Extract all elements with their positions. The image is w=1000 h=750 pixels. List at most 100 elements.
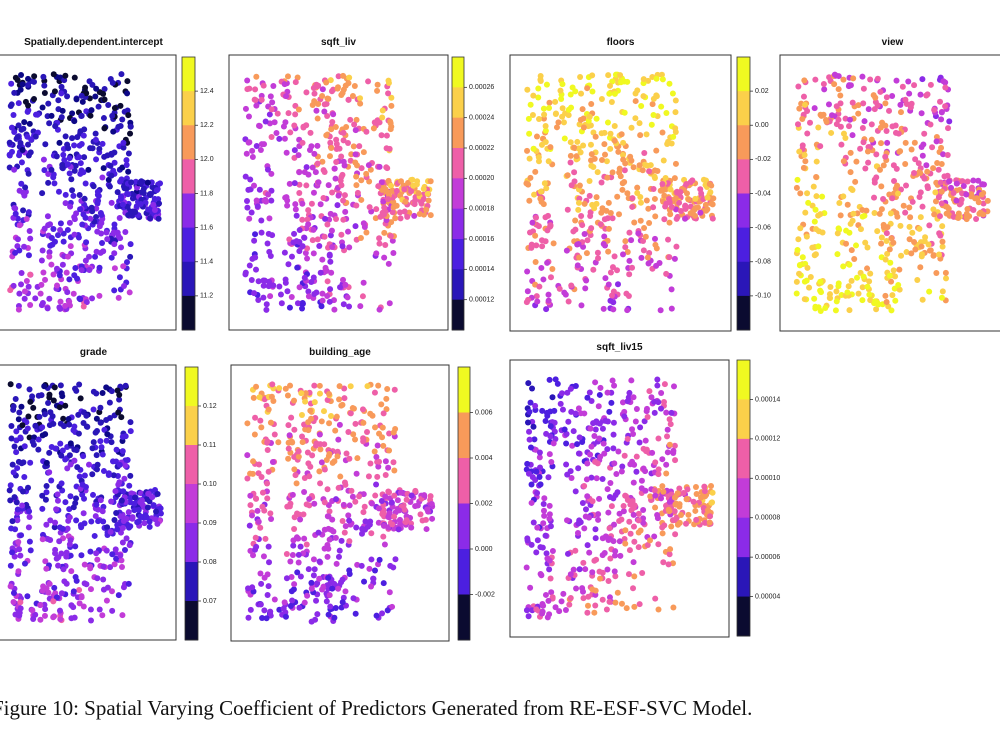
map-dot bbox=[111, 159, 118, 166]
map-dot bbox=[266, 111, 273, 118]
map-dot bbox=[326, 298, 333, 305]
map-dot bbox=[676, 199, 683, 206]
map-dot bbox=[672, 125, 679, 132]
map-dot bbox=[16, 609, 23, 616]
map-dot bbox=[528, 541, 535, 548]
map-dot bbox=[61, 157, 68, 164]
map-dot bbox=[540, 602, 547, 609]
colorbar-frame bbox=[451, 56, 465, 331]
map-dot bbox=[815, 243, 822, 250]
map-dot bbox=[123, 157, 130, 164]
map-dot bbox=[12, 210, 19, 217]
map-dot bbox=[339, 517, 346, 524]
map-dot bbox=[40, 73, 47, 80]
map-dot bbox=[620, 156, 627, 163]
map-dot bbox=[67, 243, 74, 250]
map-dot bbox=[99, 389, 106, 396]
map-dot bbox=[612, 573, 619, 580]
map-dot bbox=[39, 190, 46, 197]
map-dot bbox=[644, 413, 651, 420]
map-dot bbox=[325, 545, 332, 552]
map-dot bbox=[389, 237, 396, 244]
panel-title: floors bbox=[607, 37, 635, 48]
map-dot bbox=[617, 173, 624, 180]
map-dot bbox=[17, 434, 24, 441]
map-dot bbox=[86, 78, 93, 85]
map-dot bbox=[317, 480, 324, 487]
map-dot bbox=[386, 447, 393, 454]
map-dot bbox=[393, 187, 400, 194]
map-dot bbox=[617, 72, 624, 79]
map-dot bbox=[389, 521, 396, 528]
map-dot bbox=[93, 501, 100, 508]
map-dot bbox=[531, 436, 538, 443]
map-dot bbox=[367, 460, 374, 467]
map-dot bbox=[18, 460, 25, 467]
map-dot bbox=[46, 580, 53, 587]
map-dot bbox=[308, 618, 315, 625]
map-dot bbox=[584, 237, 591, 244]
map-dot bbox=[153, 187, 160, 194]
map-dot bbox=[890, 267, 897, 274]
map-dot bbox=[529, 474, 536, 481]
map-dot bbox=[706, 181, 713, 188]
map-dot bbox=[674, 213, 681, 220]
map-dot bbox=[972, 195, 979, 202]
map-dot bbox=[122, 433, 129, 440]
map-dot bbox=[310, 250, 317, 257]
map-dot bbox=[298, 411, 305, 418]
map-dot bbox=[840, 263, 847, 270]
map-dot bbox=[37, 290, 44, 297]
map-dot bbox=[638, 102, 645, 109]
map-dot bbox=[598, 209, 605, 216]
map-dot bbox=[385, 177, 392, 184]
map-dot bbox=[253, 143, 260, 150]
map-dot bbox=[294, 569, 301, 576]
map-dot bbox=[543, 306, 550, 313]
colorbar-band bbox=[185, 484, 198, 524]
map-dot bbox=[960, 183, 967, 190]
map-dot bbox=[275, 439, 282, 446]
map-dot bbox=[368, 530, 375, 537]
map-dot bbox=[25, 82, 32, 89]
map-dot bbox=[299, 139, 306, 146]
map-dot bbox=[305, 293, 312, 300]
map-dot bbox=[326, 251, 333, 258]
map-dot bbox=[652, 595, 659, 602]
colorbar-band bbox=[452, 87, 464, 119]
colorbar-band bbox=[452, 239, 464, 270]
map-dot bbox=[550, 240, 557, 247]
map-dot bbox=[622, 238, 629, 245]
map-dot bbox=[99, 508, 106, 515]
map-dot bbox=[338, 537, 345, 544]
map-dot bbox=[378, 179, 385, 186]
map-dot bbox=[649, 101, 656, 108]
map-dot bbox=[672, 501, 679, 508]
map-dot bbox=[391, 467, 398, 474]
map-dot bbox=[336, 145, 343, 152]
map-dot bbox=[35, 436, 42, 443]
map-dot bbox=[637, 424, 644, 431]
map-dot bbox=[379, 424, 386, 431]
colorbar-tick-label: 11.2 bbox=[200, 293, 213, 300]
map-dot bbox=[898, 252, 905, 259]
colorbar-band bbox=[458, 549, 470, 595]
map-dot bbox=[607, 555, 614, 562]
map-dot bbox=[632, 115, 639, 122]
map-dot bbox=[604, 486, 611, 493]
map-dot bbox=[58, 590, 65, 597]
map-dot bbox=[120, 263, 127, 270]
map-dot bbox=[301, 599, 308, 606]
colorbar-band bbox=[737, 517, 750, 558]
map-dot bbox=[562, 110, 569, 117]
map-dot bbox=[607, 130, 614, 137]
map-dot bbox=[605, 281, 612, 288]
map-dot bbox=[606, 494, 613, 501]
map-dot bbox=[349, 405, 356, 412]
map-dot bbox=[542, 127, 549, 134]
map-dot bbox=[97, 249, 104, 256]
map-dot bbox=[304, 245, 311, 252]
